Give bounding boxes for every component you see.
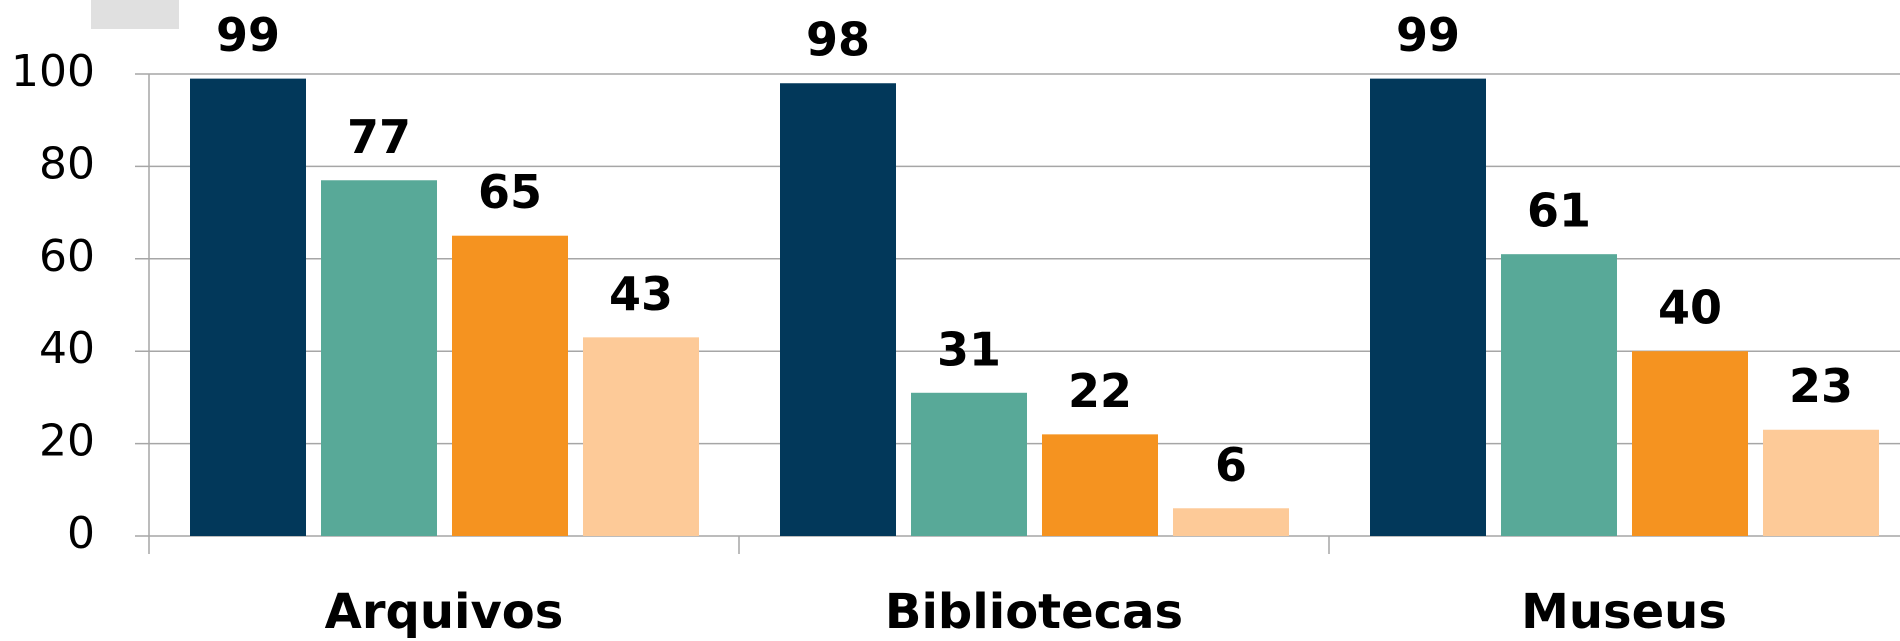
y-tick-label: 60: [39, 231, 95, 282]
bar: [583, 337, 699, 536]
y-tick-label: 100: [11, 46, 95, 97]
data-label: 77: [347, 110, 411, 164]
data-label: 40: [1658, 281, 1722, 335]
data-label: 61: [1527, 184, 1591, 238]
data-label: 31: [937, 322, 1001, 376]
bar: [321, 180, 437, 536]
bar: [1173, 508, 1289, 536]
x-tick-label: Museus: [1521, 584, 1727, 640]
y-tick-label: 20: [39, 416, 95, 467]
bar: [1763, 429, 1879, 536]
y-tick-label: 80: [39, 138, 95, 189]
y-tick-label: 0: [67, 508, 95, 559]
bar: [911, 392, 1027, 536]
data-label: 65: [478, 165, 542, 219]
data-label: 99: [216, 8, 280, 62]
legend-fragment: [91, 0, 179, 29]
x-tick-label: Arquivos: [325, 584, 564, 640]
y-tick-label: 40: [39, 323, 95, 374]
bar: [1632, 351, 1748, 536]
bar: [780, 83, 896, 537]
bar: [1370, 78, 1486, 537]
data-label: 22: [1068, 364, 1132, 418]
data-label: 99: [1396, 8, 1460, 62]
data-label: 23: [1789, 359, 1853, 413]
bar: [190, 78, 306, 537]
bar: [1042, 434, 1158, 536]
data-label: 98: [806, 13, 870, 67]
x-tick-label: Bibliotecas: [885, 584, 1183, 640]
data-label: 43: [609, 267, 673, 321]
bar: [1501, 254, 1617, 536]
data-label: 6: [1215, 438, 1247, 492]
bar: [452, 235, 568, 536]
